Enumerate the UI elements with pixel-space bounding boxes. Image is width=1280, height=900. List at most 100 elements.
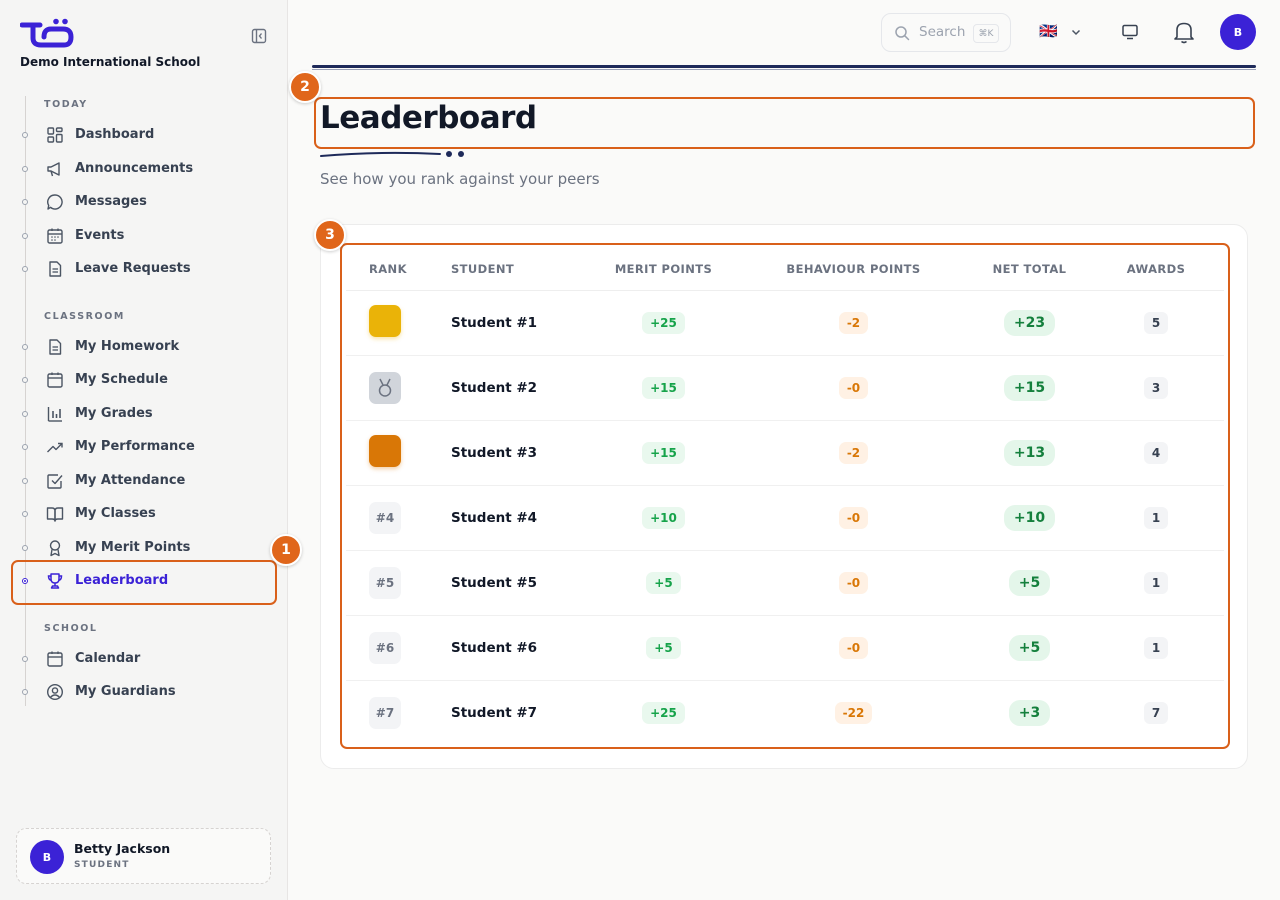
rank-badge: #5 [369, 566, 401, 599]
behaviour-points-value: -2 [838, 441, 869, 464]
sidebar-item-my-classes[interactable]: My Classes [16, 499, 276, 529]
merit-points-value: +5 [646, 571, 681, 594]
highlight-box-leaderboard-table [340, 243, 1230, 749]
search-label: Search [919, 24, 966, 40]
student-name: Student #2 [451, 379, 538, 396]
behaviour-points-value: -0 [838, 571, 869, 594]
column-header-merit-points: MERIT POINTS [591, 248, 736, 291]
sidebar-item-label: Messages [75, 194, 147, 209]
message-icon [47, 194, 63, 210]
sidebar-item-my-attendance[interactable]: My Attendance [16, 466, 276, 496]
open-book-icon [46, 507, 64, 522]
merit-points-value: +15 [642, 376, 685, 399]
header-divider-thin [312, 69, 1256, 70]
student-name: Student #1 [451, 314, 538, 331]
behaviour-points-value: -0 [838, 376, 869, 399]
search-shortcut: ⌘K [973, 24, 999, 43]
section-school: SCHOOL [44, 623, 98, 634]
language-selector[interactable]: 🇬🇧 [1039, 22, 1085, 42]
calendar-grid-icon [47, 228, 63, 244]
rank-badge: #4 [369, 501, 401, 534]
rank-badge: #6 [369, 631, 401, 664]
net-total-value: +23 [1003, 309, 1056, 336]
table-row[interactable]: #7 Student #7 +25 -22 +3 7 [346, 680, 1224, 745]
table-row[interactable]: #5 Student #5 +5 -0 +5 1 [346, 550, 1224, 616]
sidebar-item-events[interactable]: Events [16, 221, 276, 251]
sidebar-item-label: My Performance [75, 439, 195, 454]
column-header-awards: AWARDS [1088, 248, 1224, 291]
bell-icon [1174, 22, 1194, 44]
page-title: Leaderboard [320, 100, 537, 136]
user-name: Betty Jackson [74, 841, 171, 856]
homework-document-icon [49, 339, 62, 355]
net-total-value: +5 [1008, 569, 1051, 596]
behaviour-points-value: -2 [838, 311, 869, 334]
sidebar-item-messages[interactable]: Messages [16, 187, 276, 217]
awards-count: 5 [1144, 311, 1168, 334]
header-avatar[interactable]: B [1220, 14, 1256, 50]
leaderboard-table: RANK STUDENT MERIT POINTS BEHAVIOUR POIN… [346, 248, 1224, 745]
awards-count: 7 [1144, 701, 1168, 724]
awards-count: 1 [1144, 636, 1168, 659]
table-row[interactable]: Student #3 +15 -2 +13 4 [346, 420, 1224, 486]
highlight-box-page-title [314, 97, 1255, 149]
sidebar-item-my-merit-points[interactable]: My Merit Points [16, 533, 276, 563]
table-row[interactable]: #4 Student #4 +10 -0 +10 1 [346, 485, 1224, 551]
sidebar-item-label: Leave Requests [75, 261, 191, 276]
behaviour-points-value: -0 [838, 506, 869, 529]
awards-count: 1 [1144, 506, 1168, 529]
logo-icon [19, 18, 74, 48]
sidebar-item-label: Calendar [75, 651, 141, 666]
dashboard-icon [47, 127, 63, 143]
sidebar-item-my-homework[interactable]: My Homework [16, 332, 276, 362]
trophy-icon [47, 573, 63, 589]
user-avatar: B [30, 840, 64, 874]
sidebar-item-announcements[interactable]: Announcements [16, 154, 276, 184]
school-logo[interactable] [19, 18, 74, 52]
column-header-behaviour-points: BEHAVIOUR POINTS [736, 248, 971, 291]
annotation-badge-2: 2 [289, 71, 321, 103]
merit-points-value: +25 [642, 311, 685, 334]
user-role: STUDENT [74, 860, 130, 870]
student-name: Student #5 [451, 574, 538, 591]
user-profile-card[interactable]: B Betty Jackson STUDENT [16, 828, 271, 884]
column-header-net-total: NET TOTAL [971, 248, 1088, 291]
monitor-icon [1122, 24, 1138, 40]
sidebar-item-label: My Schedule [75, 372, 168, 387]
awards-count: 1 [1144, 571, 1168, 594]
sidebar-item-label: My Classes [75, 506, 156, 521]
rank-badge [369, 434, 401, 467]
search-box[interactable]: Search ⌘K [881, 13, 1011, 52]
sidebar-item-my-grades[interactable]: My Grades [16, 399, 276, 429]
table-row[interactable]: Student #1 +25 -2 +23 5 [346, 290, 1224, 356]
display-mode-button[interactable] [1120, 22, 1140, 42]
search-icon [895, 26, 910, 41]
sidebar-item-label: Announcements [75, 161, 194, 176]
medal-icon [378, 378, 392, 397]
merit-points-value: +25 [642, 701, 685, 724]
column-header-student: STUDENT [451, 248, 591, 291]
megaphone-icon [47, 162, 60, 177]
net-total-value: +10 [1003, 504, 1056, 531]
collapse-sidebar-icon[interactable] [251, 28, 267, 44]
user-circle-icon [46, 683, 64, 701]
table-row[interactable]: Student #2 +15 -0 +15 3 [346, 355, 1224, 421]
sidebar-item-leave-requests[interactable]: Leave Requests [16, 254, 276, 284]
rank-badge [369, 371, 401, 404]
notifications-button[interactable] [1172, 19, 1196, 45]
student-name: Student #4 [451, 509, 538, 526]
sidebar-item-my-guardians[interactable]: My Guardians [16, 677, 276, 707]
sidebar-item-leaderboard[interactable]: Leaderboard [16, 566, 276, 596]
sidebar: Demo International School TODAY Dashboar… [0, 0, 302, 900]
sidebar-item-my-performance[interactable]: My Performance [16, 432, 276, 462]
highlight-box-leaderboard-nav [11, 560, 277, 605]
table-row[interactable]: #6 Student #6 +5 -0 +5 1 [346, 615, 1224, 681]
chevron-down-icon [1071, 29, 1081, 36]
sidebar-item-dashboard[interactable]: Dashboard [16, 120, 276, 150]
table-header-row: RANK STUDENT MERIT POINTS BEHAVIOUR POIN… [346, 248, 1224, 291]
checkbox-icon [47, 474, 63, 489]
annotation-badge-1: 1 [270, 534, 302, 566]
sidebar-item-my-schedule[interactable]: My Schedule [16, 365, 276, 395]
student-name: Student #3 [451, 444, 538, 461]
sidebar-item-calendar[interactable]: Calendar [16, 644, 276, 674]
